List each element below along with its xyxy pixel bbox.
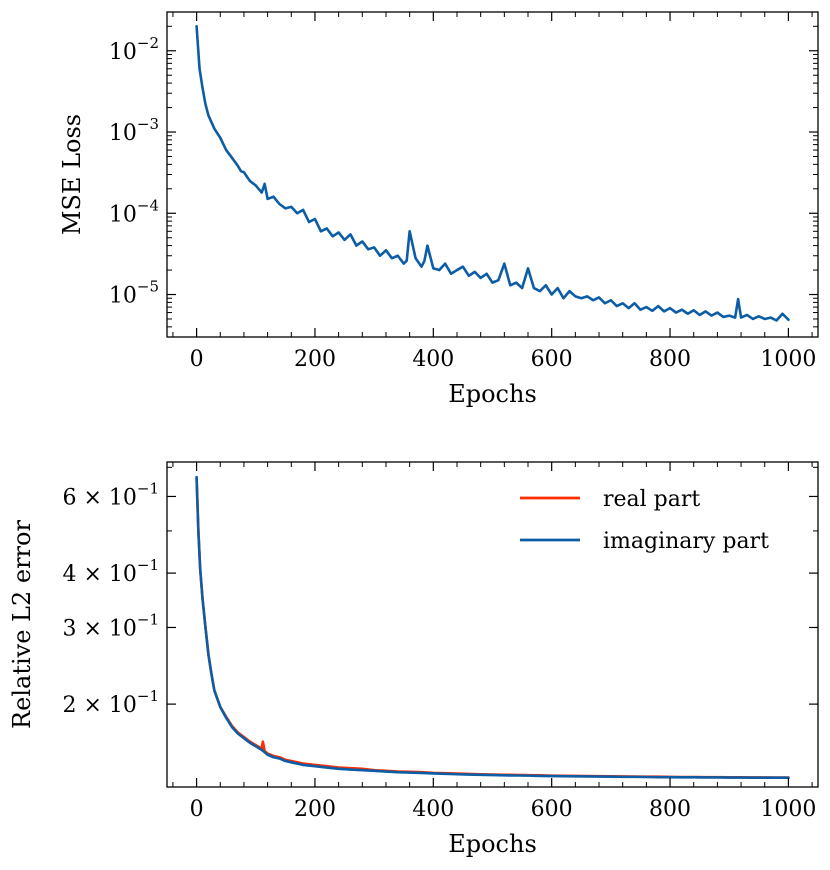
y-tick-label: 4 × 10−1 — [62, 556, 159, 587]
x-tick-label: 200 — [294, 347, 336, 372]
series-line-imaginary-part — [195, 475, 790, 780]
x-tick-label: 800 — [649, 797, 691, 822]
x-tick-label: 600 — [531, 347, 573, 372]
y-tick-exponent: −1 — [137, 479, 159, 497]
y-tick-base: 10 — [109, 284, 137, 309]
y-tick-base: 6 × 10 — [62, 485, 136, 510]
x-tick-label: 0 — [190, 347, 204, 372]
y-tick-label: 10−4 — [109, 196, 159, 227]
y-tick-label: 10−2 — [109, 34, 159, 65]
x-tick-label: 1000 — [760, 347, 816, 372]
y-tick-exponent: −4 — [137, 196, 159, 214]
x-axis-label: Epochs — [448, 380, 537, 408]
y-tick-exponent: −1 — [137, 687, 159, 705]
y-axis-label: Relative L2 error — [8, 520, 36, 729]
y-tick-label: 10−3 — [109, 115, 159, 146]
y-tick-base: 10 — [109, 121, 137, 146]
y-tick-base: 10 — [109, 40, 137, 65]
y-tick-label: 6 × 10−1 — [62, 479, 159, 510]
y-tick-label: 10−5 — [109, 278, 159, 309]
x-tick-label: 1000 — [760, 797, 816, 822]
axes-frame — [166, 11, 819, 338]
series-line-mse-loss — [195, 25, 790, 322]
y-tick-base: 2 × 10 — [62, 693, 136, 718]
y-axis-label: MSE Loss — [58, 114, 86, 235]
y-tick-label: 3 × 10−1 — [62, 610, 159, 641]
x-axis-label: Epochs — [448, 830, 537, 858]
x-tick-label: 400 — [412, 797, 454, 822]
y-tick-base: 10 — [109, 202, 137, 227]
x-tick-label: 0 — [190, 797, 204, 822]
mse-loss-panel: 0 200 400 600 800 100010−210−310−410−5EpochsM… — [58, 11, 819, 408]
y-tick-exponent: −2 — [137, 34, 159, 52]
y-tick-label: 2 × 10−1 — [62, 687, 159, 718]
y-tick-base: 3 × 10 — [62, 616, 136, 641]
y-tick-exponent: −1 — [137, 610, 159, 628]
x-tick-label: 200 — [294, 797, 336, 822]
series-line-real-part — [195, 477, 790, 779]
y-tick-exponent: −5 — [137, 278, 159, 296]
legend-label: real part — [603, 487, 700, 512]
y-tick-base: 4 × 10 — [62, 562, 136, 587]
y-tick-exponent: −3 — [137, 115, 159, 133]
legend-label: imaginary part — [603, 529, 769, 554]
x-tick-label: 600 — [531, 797, 573, 822]
axes-frame — [166, 461, 819, 788]
x-tick-label: 800 — [649, 347, 691, 372]
y-tick-exponent: −1 — [137, 556, 159, 574]
x-tick-label: 400 — [412, 347, 454, 372]
